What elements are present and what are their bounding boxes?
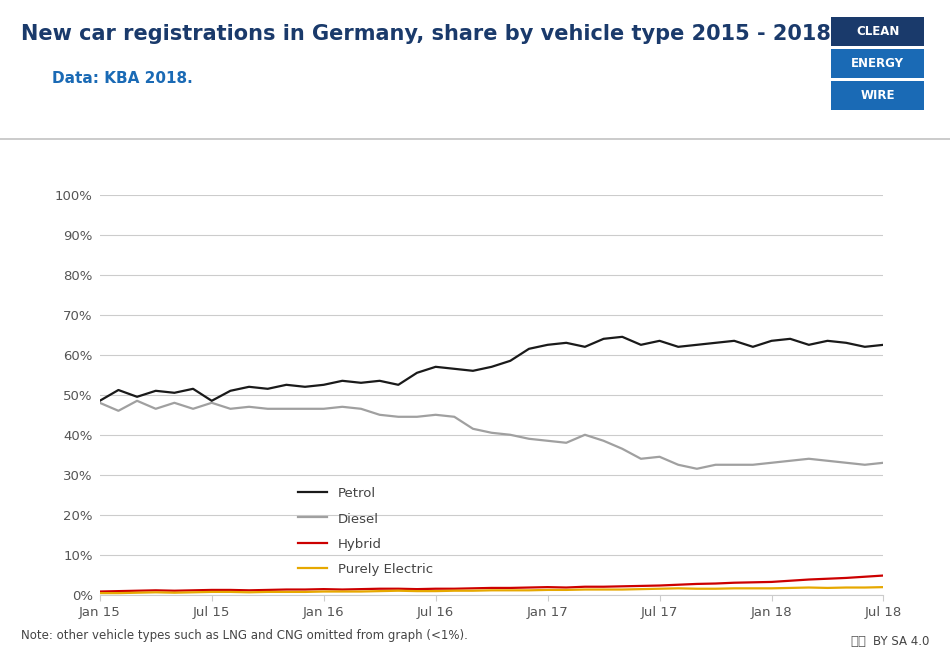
- Text: Data: KBA 2018.: Data: KBA 2018.: [52, 71, 193, 85]
- Text: New car registrations in Germany, share by vehicle type 2015 - 2018.: New car registrations in Germany, share …: [21, 24, 839, 44]
- Text: ⒸⓂ: ⒸⓂ: [850, 635, 866, 648]
- Text: WIRE: WIRE: [861, 89, 895, 102]
- Text: Note: other vehicle types such as LNG and CNG omitted from graph (<1%).: Note: other vehicle types such as LNG an…: [21, 629, 467, 642]
- Text: CLEAN: CLEAN: [856, 25, 900, 38]
- Text: BY SA 4.0: BY SA 4.0: [873, 635, 929, 648]
- Text: ENERGY: ENERGY: [851, 57, 904, 70]
- Legend: Petrol, Diesel, Hybrid, Purely Electric: Petrol, Diesel, Hybrid, Purely Electric: [298, 487, 433, 576]
